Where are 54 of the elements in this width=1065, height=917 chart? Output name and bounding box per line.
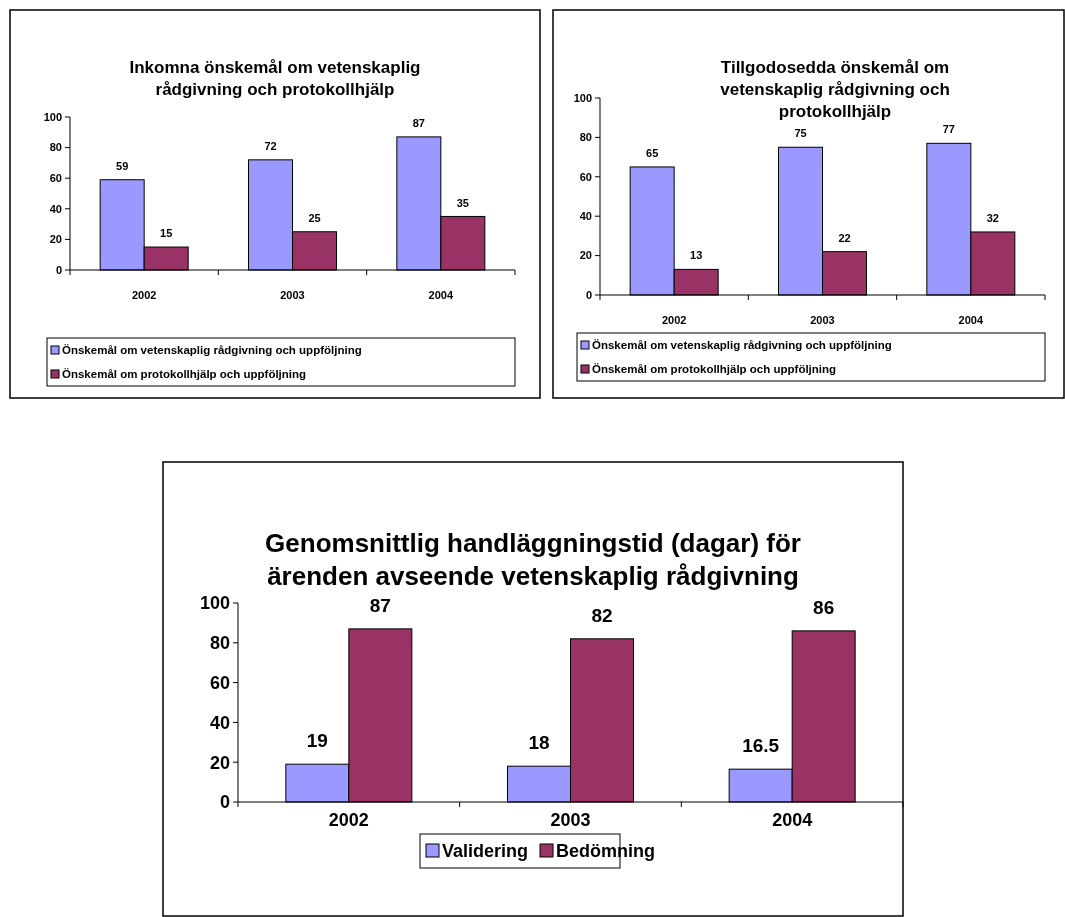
data-label: 22 [838, 231, 851, 244]
y-tick-label: 40 [209, 712, 230, 733]
y-tick-label: 0 [55, 263, 62, 276]
data-label: 32 [986, 212, 999, 225]
y-tick-label: 80 [49, 141, 62, 154]
y-tick-label: 100 [43, 110, 62, 123]
y-tick-label: 40 [49, 202, 62, 215]
x-tick-label: 2004 [772, 810, 813, 830]
x-tick-label: 2004 [958, 314, 984, 326]
data-label: 15 [160, 227, 173, 240]
y-tick-label: 100 [199, 593, 230, 614]
y-tick-label: 80 [209, 633, 230, 654]
x-tick-label: 2002 [328, 810, 369, 830]
data-label: 25 [308, 211, 321, 224]
data-label: 59 [116, 159, 129, 172]
data-label: 72 [264, 139, 277, 152]
y-tick-label: 100 [573, 91, 592, 104]
data-label: 16.5 [742, 735, 780, 757]
data-label: 18 [528, 732, 550, 754]
chart-title: Genomsnittlig handläggningstid (dagar) för ärenden avseende vetenskaplig rådgivning [265, 528, 801, 591]
y-tick-label: 20 [49, 233, 62, 246]
legend-label: Önskemål om protokollhjälp och uppföljning [592, 363, 837, 375]
data-label: 13 [690, 249, 703, 262]
y-tick-label: 20 [579, 249, 592, 262]
y-tick-label: 80 [579, 131, 592, 144]
data-label: 19 [306, 730, 328, 752]
x-tick-label: 2002 [131, 289, 157, 301]
legend-label: Önskemål om protokollhjälp och uppföljning [62, 368, 307, 380]
x-tick-label: 2004 [428, 289, 454, 301]
y-tick-label: 0 [585, 288, 592, 301]
data-label: 82 [591, 604, 613, 626]
legend-label: Önskemål om vetenskaplig rådgivning och uppföljning [62, 344, 362, 356]
y-tick-label: 20 [209, 752, 230, 773]
data-label: 65 [646, 147, 659, 160]
y-tick-label: 0 [219, 792, 230, 813]
chart-title: Tillgodosedda önskemål om vetenskaplig rådgivning och protokollhjälp [720, 58, 950, 121]
x-tick-label: 2003 [280, 289, 305, 301]
data-label: 86 [813, 596, 835, 618]
y-tick-label: 60 [209, 672, 230, 693]
data-label: 87 [369, 594, 391, 616]
data-label: 87 [412, 116, 425, 129]
data-label: 75 [794, 127, 807, 140]
legend-label: Validering [442, 841, 529, 861]
chart-title: Inkomna önskemål om vetenskaplig rådgivning och protokollhjälp [129, 58, 421, 99]
data-label: 77 [942, 123, 955, 136]
x-tick-label: 2003 [810, 314, 835, 326]
y-tick-label: 60 [579, 170, 592, 183]
y-tick-label: 60 [49, 172, 62, 185]
legend-label: Önskemål om vetenskaplig rådgivning och uppföljning [592, 339, 892, 351]
x-tick-label: 2002 [661, 314, 687, 326]
data-label: 35 [456, 196, 469, 209]
y-tick-label: 40 [579, 210, 592, 223]
x-tick-label: 2003 [550, 810, 591, 830]
legend-label: Bedömning [556, 841, 656, 861]
